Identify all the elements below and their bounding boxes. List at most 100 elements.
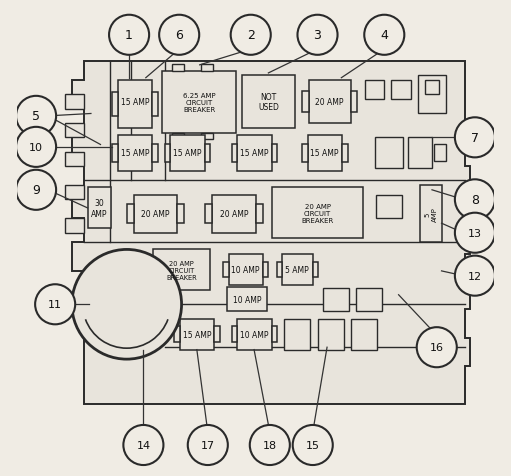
- Bar: [165, 145, 170, 162]
- Bar: [65, 95, 84, 109]
- Text: 10 AMP: 10 AMP: [240, 330, 268, 339]
- Circle shape: [16, 97, 56, 137]
- Text: 20 AMP
CIRCUIT
BREAKER: 20 AMP CIRCUIT BREAKER: [166, 260, 197, 280]
- Bar: [284, 319, 310, 350]
- Bar: [231, 145, 237, 162]
- Bar: [391, 81, 410, 100]
- Text: 6: 6: [175, 29, 183, 42]
- Bar: [152, 93, 158, 117]
- Text: 15 AMP: 15 AMP: [173, 149, 201, 158]
- Bar: [65, 219, 84, 233]
- Bar: [351, 319, 377, 350]
- Bar: [420, 186, 442, 243]
- Text: 30
AMP: 30 AMP: [91, 199, 108, 218]
- Bar: [170, 136, 205, 171]
- Text: 10 AMP: 10 AMP: [233, 295, 261, 304]
- Text: 5
AMP: 5 AMP: [425, 207, 437, 222]
- Bar: [98, 314, 117, 343]
- Bar: [308, 136, 342, 171]
- Bar: [342, 145, 347, 162]
- Circle shape: [35, 285, 75, 325]
- Bar: [205, 205, 212, 224]
- Text: 6.25 AMP
CIRCUIT
BREAKER: 6.25 AMP CIRCUIT BREAKER: [183, 92, 216, 112]
- Bar: [153, 250, 210, 290]
- Text: 14: 14: [136, 440, 150, 450]
- Bar: [302, 91, 309, 113]
- Bar: [317, 319, 344, 350]
- Bar: [271, 327, 277, 342]
- Circle shape: [417, 327, 457, 367]
- Bar: [408, 138, 432, 169]
- Text: 15 AMP: 15 AMP: [240, 149, 268, 158]
- Bar: [205, 145, 210, 162]
- Bar: [112, 145, 118, 162]
- Text: 18: 18: [263, 440, 277, 450]
- Text: 15 AMP: 15 AMP: [121, 98, 149, 107]
- Text: 12: 12: [468, 271, 482, 281]
- Bar: [351, 91, 357, 113]
- Text: 3: 3: [314, 29, 321, 42]
- Text: 5: 5: [32, 110, 40, 123]
- Bar: [133, 195, 177, 233]
- Polygon shape: [72, 62, 470, 405]
- Text: 15 AMP: 15 AMP: [310, 149, 339, 158]
- Text: 10: 10: [29, 143, 43, 152]
- Bar: [376, 195, 402, 219]
- Circle shape: [455, 180, 495, 220]
- Circle shape: [293, 425, 333, 465]
- Bar: [231, 327, 237, 342]
- Bar: [356, 288, 382, 312]
- Text: 13: 13: [468, 228, 482, 238]
- Text: 16: 16: [430, 343, 444, 352]
- Bar: [201, 65, 213, 71]
- Circle shape: [364, 16, 404, 56]
- Text: 15: 15: [306, 440, 320, 450]
- Bar: [256, 205, 263, 224]
- Text: 11: 11: [48, 300, 62, 309]
- Bar: [309, 81, 351, 124]
- Bar: [65, 124, 84, 138]
- Bar: [172, 65, 184, 71]
- Circle shape: [159, 16, 199, 56]
- Text: 15 AMP: 15 AMP: [182, 330, 211, 339]
- Bar: [365, 81, 384, 100]
- Circle shape: [250, 425, 290, 465]
- Text: 17: 17: [201, 440, 215, 450]
- Circle shape: [297, 16, 338, 56]
- Bar: [375, 138, 403, 169]
- Bar: [323, 288, 350, 312]
- Text: 20 AMP: 20 AMP: [220, 210, 248, 218]
- Bar: [214, 327, 220, 342]
- Bar: [162, 71, 237, 133]
- Bar: [228, 255, 263, 286]
- Text: 1: 1: [125, 29, 133, 42]
- Bar: [87, 188, 111, 228]
- Bar: [271, 145, 277, 162]
- Bar: [172, 133, 184, 140]
- Circle shape: [16, 128, 56, 168]
- Circle shape: [455, 213, 495, 253]
- Text: 7: 7: [471, 131, 479, 145]
- Bar: [101, 340, 115, 350]
- Bar: [212, 195, 256, 233]
- Bar: [177, 205, 184, 224]
- Bar: [263, 262, 268, 278]
- Bar: [227, 287, 267, 312]
- Bar: [201, 133, 213, 140]
- Text: 15 AMP: 15 AMP: [121, 149, 149, 158]
- Bar: [434, 145, 446, 162]
- Circle shape: [455, 256, 495, 296]
- Bar: [237, 136, 271, 171]
- Text: 5 AMP: 5 AMP: [285, 266, 309, 275]
- Circle shape: [109, 16, 149, 56]
- Bar: [118, 81, 152, 129]
- Bar: [417, 76, 446, 114]
- Bar: [237, 319, 271, 350]
- Bar: [65, 152, 84, 167]
- Bar: [313, 262, 317, 278]
- Bar: [272, 188, 363, 238]
- Bar: [174, 327, 180, 342]
- Bar: [180, 319, 214, 350]
- Bar: [152, 145, 158, 162]
- Text: 2: 2: [247, 29, 254, 42]
